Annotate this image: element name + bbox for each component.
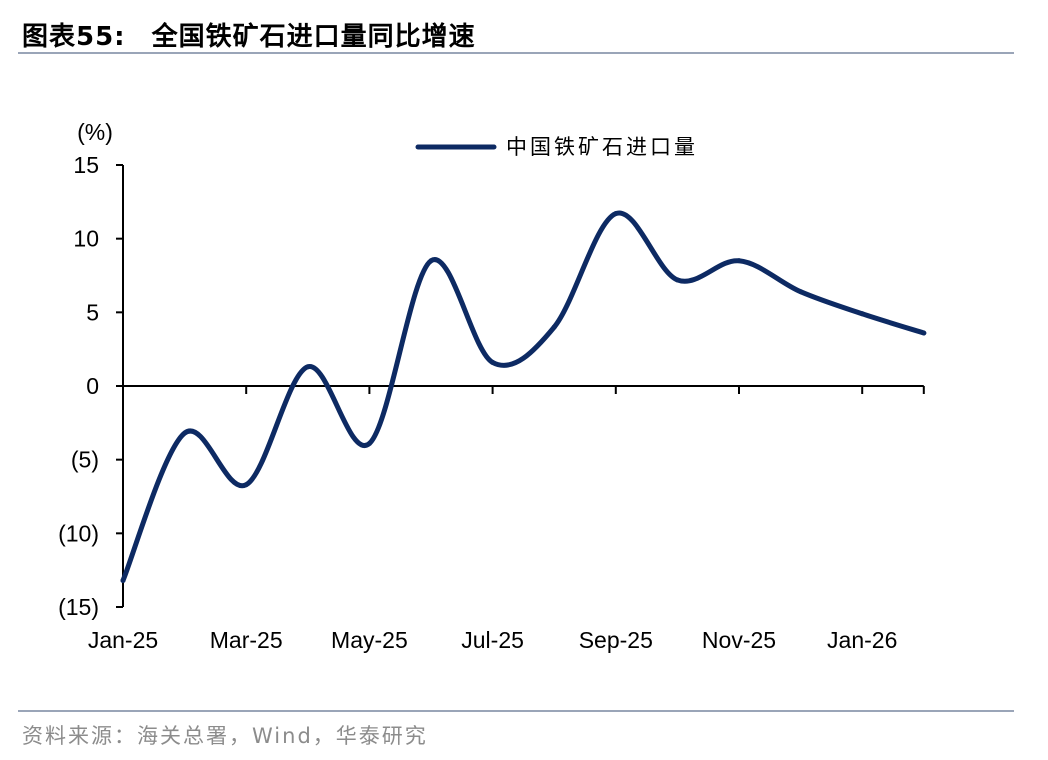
data-point bbox=[859, 311, 865, 317]
title-bar: 图表55: 全国铁矿石进口量同比增速 bbox=[18, 14, 1014, 54]
data-point bbox=[736, 258, 742, 264]
x-tick-label: May-25 bbox=[331, 627, 408, 653]
data-point bbox=[921, 330, 927, 336]
series-line bbox=[120, 210, 927, 583]
y-tick-label: 10 bbox=[73, 226, 99, 252]
x-tick-label: Nov-25 bbox=[702, 627, 776, 653]
data-point bbox=[428, 258, 434, 264]
y-axis-unit-label: (%) bbox=[77, 119, 113, 145]
x-tick-label: Jul-25 bbox=[461, 627, 524, 653]
x-tick-label: Jan-25 bbox=[88, 627, 158, 653]
x-tick-label: Jan-26 bbox=[827, 627, 897, 653]
series-layer bbox=[120, 210, 927, 583]
data-point bbox=[366, 440, 372, 446]
data-point bbox=[120, 577, 126, 583]
figure-label: 图表55: bbox=[22, 22, 126, 52]
data-point bbox=[798, 289, 804, 295]
x-tick-label: Mar-25 bbox=[210, 627, 283, 653]
page-title: 图表55: 全国铁矿石进口量同比增速 bbox=[22, 16, 476, 53]
data-point bbox=[182, 430, 188, 436]
y-tick-label: 5 bbox=[86, 299, 99, 325]
line-chart: 15 10 5 0 (5) (10) (15) (%) Jan-25 Mar-25 May-25 Ju… bbox=[58, 119, 927, 653]
y-tick-label: 15 bbox=[73, 152, 99, 178]
chart-axes: 15 10 5 0 (5) (10) (15) (%) Jan-25 Mar-25 May-25 Ju… bbox=[58, 119, 925, 653]
legend-label: 中国铁矿石进口量 bbox=[506, 135, 698, 159]
figure-title: 全国铁矿石进口量同比增速 bbox=[151, 22, 476, 52]
y-tick-label: (5) bbox=[71, 447, 99, 473]
y-tick-label: (10) bbox=[58, 520, 99, 546]
chart-legend: 中国铁矿石进口量 bbox=[415, 135, 698, 159]
y-tick-label: (15) bbox=[58, 594, 99, 620]
footer-divider bbox=[18, 710, 1014, 712]
data-point bbox=[490, 359, 496, 365]
data-point bbox=[243, 482, 249, 488]
x-tick-label: Sep-25 bbox=[579, 627, 653, 653]
data-point bbox=[551, 324, 557, 330]
source-note: 资料来源：海关总署，Wind，华泰研究 bbox=[22, 724, 428, 748]
data-point bbox=[305, 364, 311, 370]
data-point bbox=[674, 277, 680, 283]
y-tick-label: 0 bbox=[86, 373, 99, 399]
data-point bbox=[613, 211, 619, 217]
